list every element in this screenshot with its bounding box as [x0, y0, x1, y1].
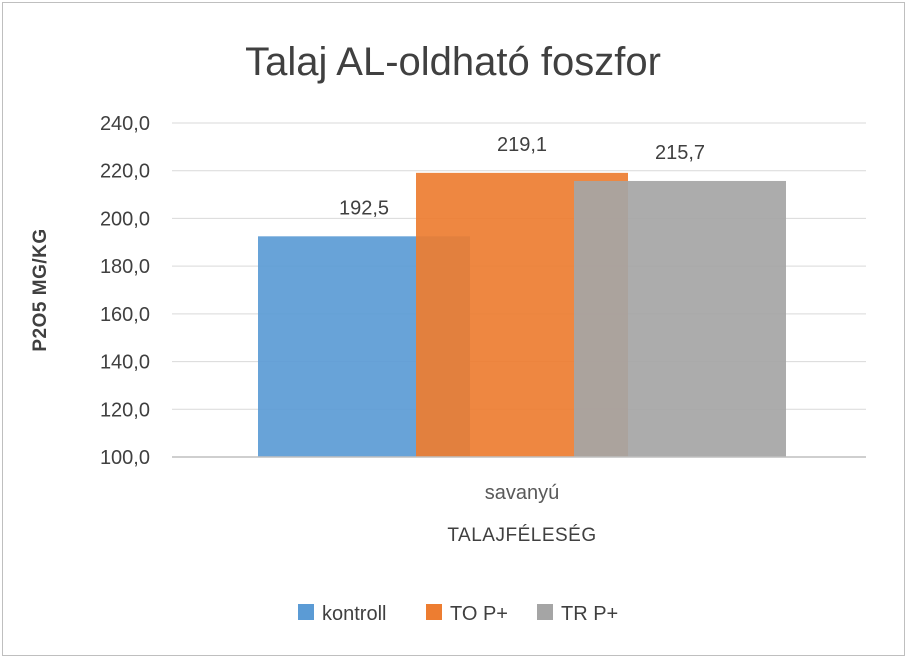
legend-swatch: [426, 604, 442, 620]
data-label: 192,5: [339, 197, 389, 219]
legend-label: TR P+: [561, 603, 618, 625]
data-label: 219,1: [497, 134, 547, 156]
legend-label: TO P+: [450, 603, 508, 625]
y-tick-label: 120,0: [100, 399, 150, 421]
y-tick-label: 100,0: [100, 447, 150, 469]
y-axis-title: P2O5 MG/KG: [30, 228, 51, 351]
legend-swatch: [298, 604, 314, 620]
x-axis-title: TALAJFÉLESÉG: [447, 525, 596, 546]
legend-label: kontroll: [322, 603, 386, 625]
y-tick-label: 160,0: [100, 304, 150, 326]
bars: [258, 172, 786, 458]
data-labels: 192,5 219,1 215,7: [339, 134, 705, 219]
y-tick-label: 180,0: [100, 256, 150, 278]
x-axis-categories: savanyú: [485, 482, 560, 504]
legend: kontroll TO P+ TR P+: [298, 603, 618, 625]
chart-title: Talaj AL-oldható foszfor: [245, 40, 661, 84]
legend-swatch: [537, 604, 553, 620]
data-label: 215,7: [655, 142, 705, 164]
x-category-label: savanyú: [485, 482, 560, 504]
y-tick-label: 140,0: [100, 352, 150, 374]
bar-tr-p-: [574, 180, 786, 458]
y-axis-ticks: 100,0 120,0 140,0 160,0 180,0 200,0 220,0 240,0: [100, 113, 150, 469]
y-tick-label: 200,0: [100, 208, 150, 230]
y-tick-label: 220,0: [100, 161, 150, 183]
y-tick-label: 240,0: [100, 113, 150, 135]
